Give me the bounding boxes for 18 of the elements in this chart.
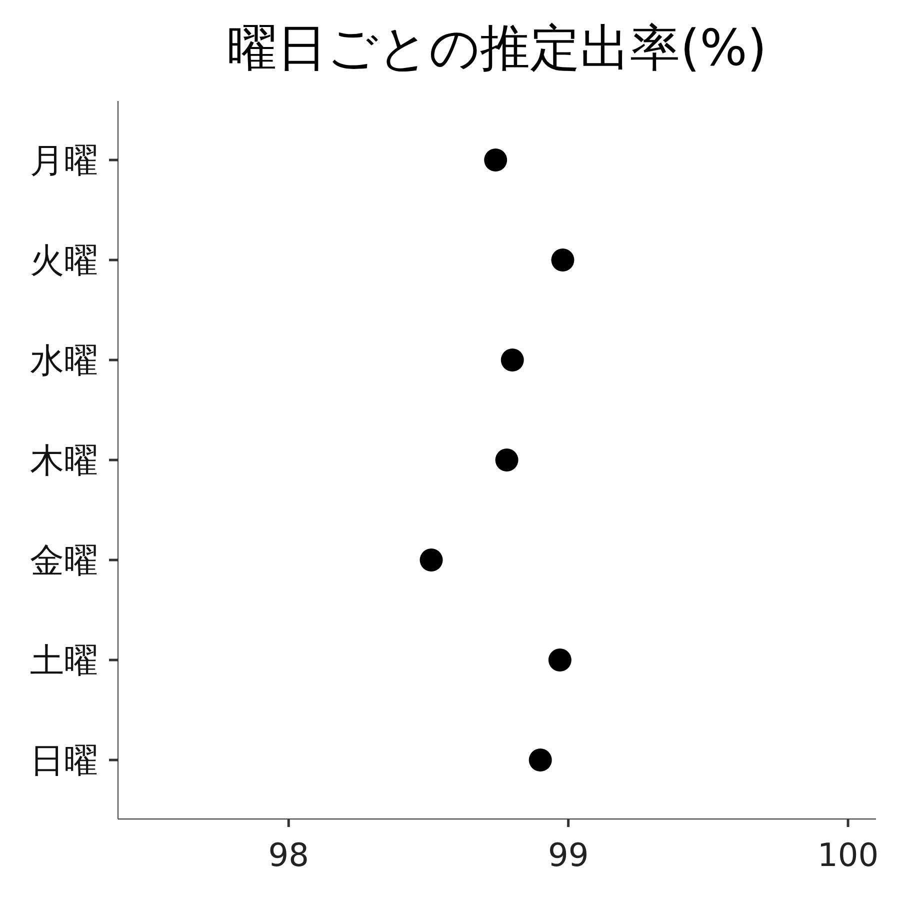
chart-title: 曜日ごとの推定出率(%) <box>227 19 767 77</box>
x-tick-label: 98 <box>268 836 309 874</box>
x-tick-label: 100 <box>817 836 879 874</box>
point <box>551 248 574 272</box>
y-tick-label: 金曜 <box>30 541 98 581</box>
point <box>484 148 508 172</box>
y-tick-label: 土曜 <box>30 641 98 681</box>
x-tick-label: 99 <box>548 836 589 874</box>
point <box>495 448 518 472</box>
point <box>500 348 524 372</box>
y-tick-label: 水曜 <box>30 341 98 381</box>
point <box>528 748 552 772</box>
point <box>420 548 443 572</box>
y-tick-label: 日曜 <box>30 741 98 781</box>
point <box>548 648 572 672</box>
y-tick-label: 火曜 <box>30 241 98 281</box>
y-tick-label: 木曜 <box>30 441 98 481</box>
y-tick-label: 月曜 <box>30 141 98 181</box>
